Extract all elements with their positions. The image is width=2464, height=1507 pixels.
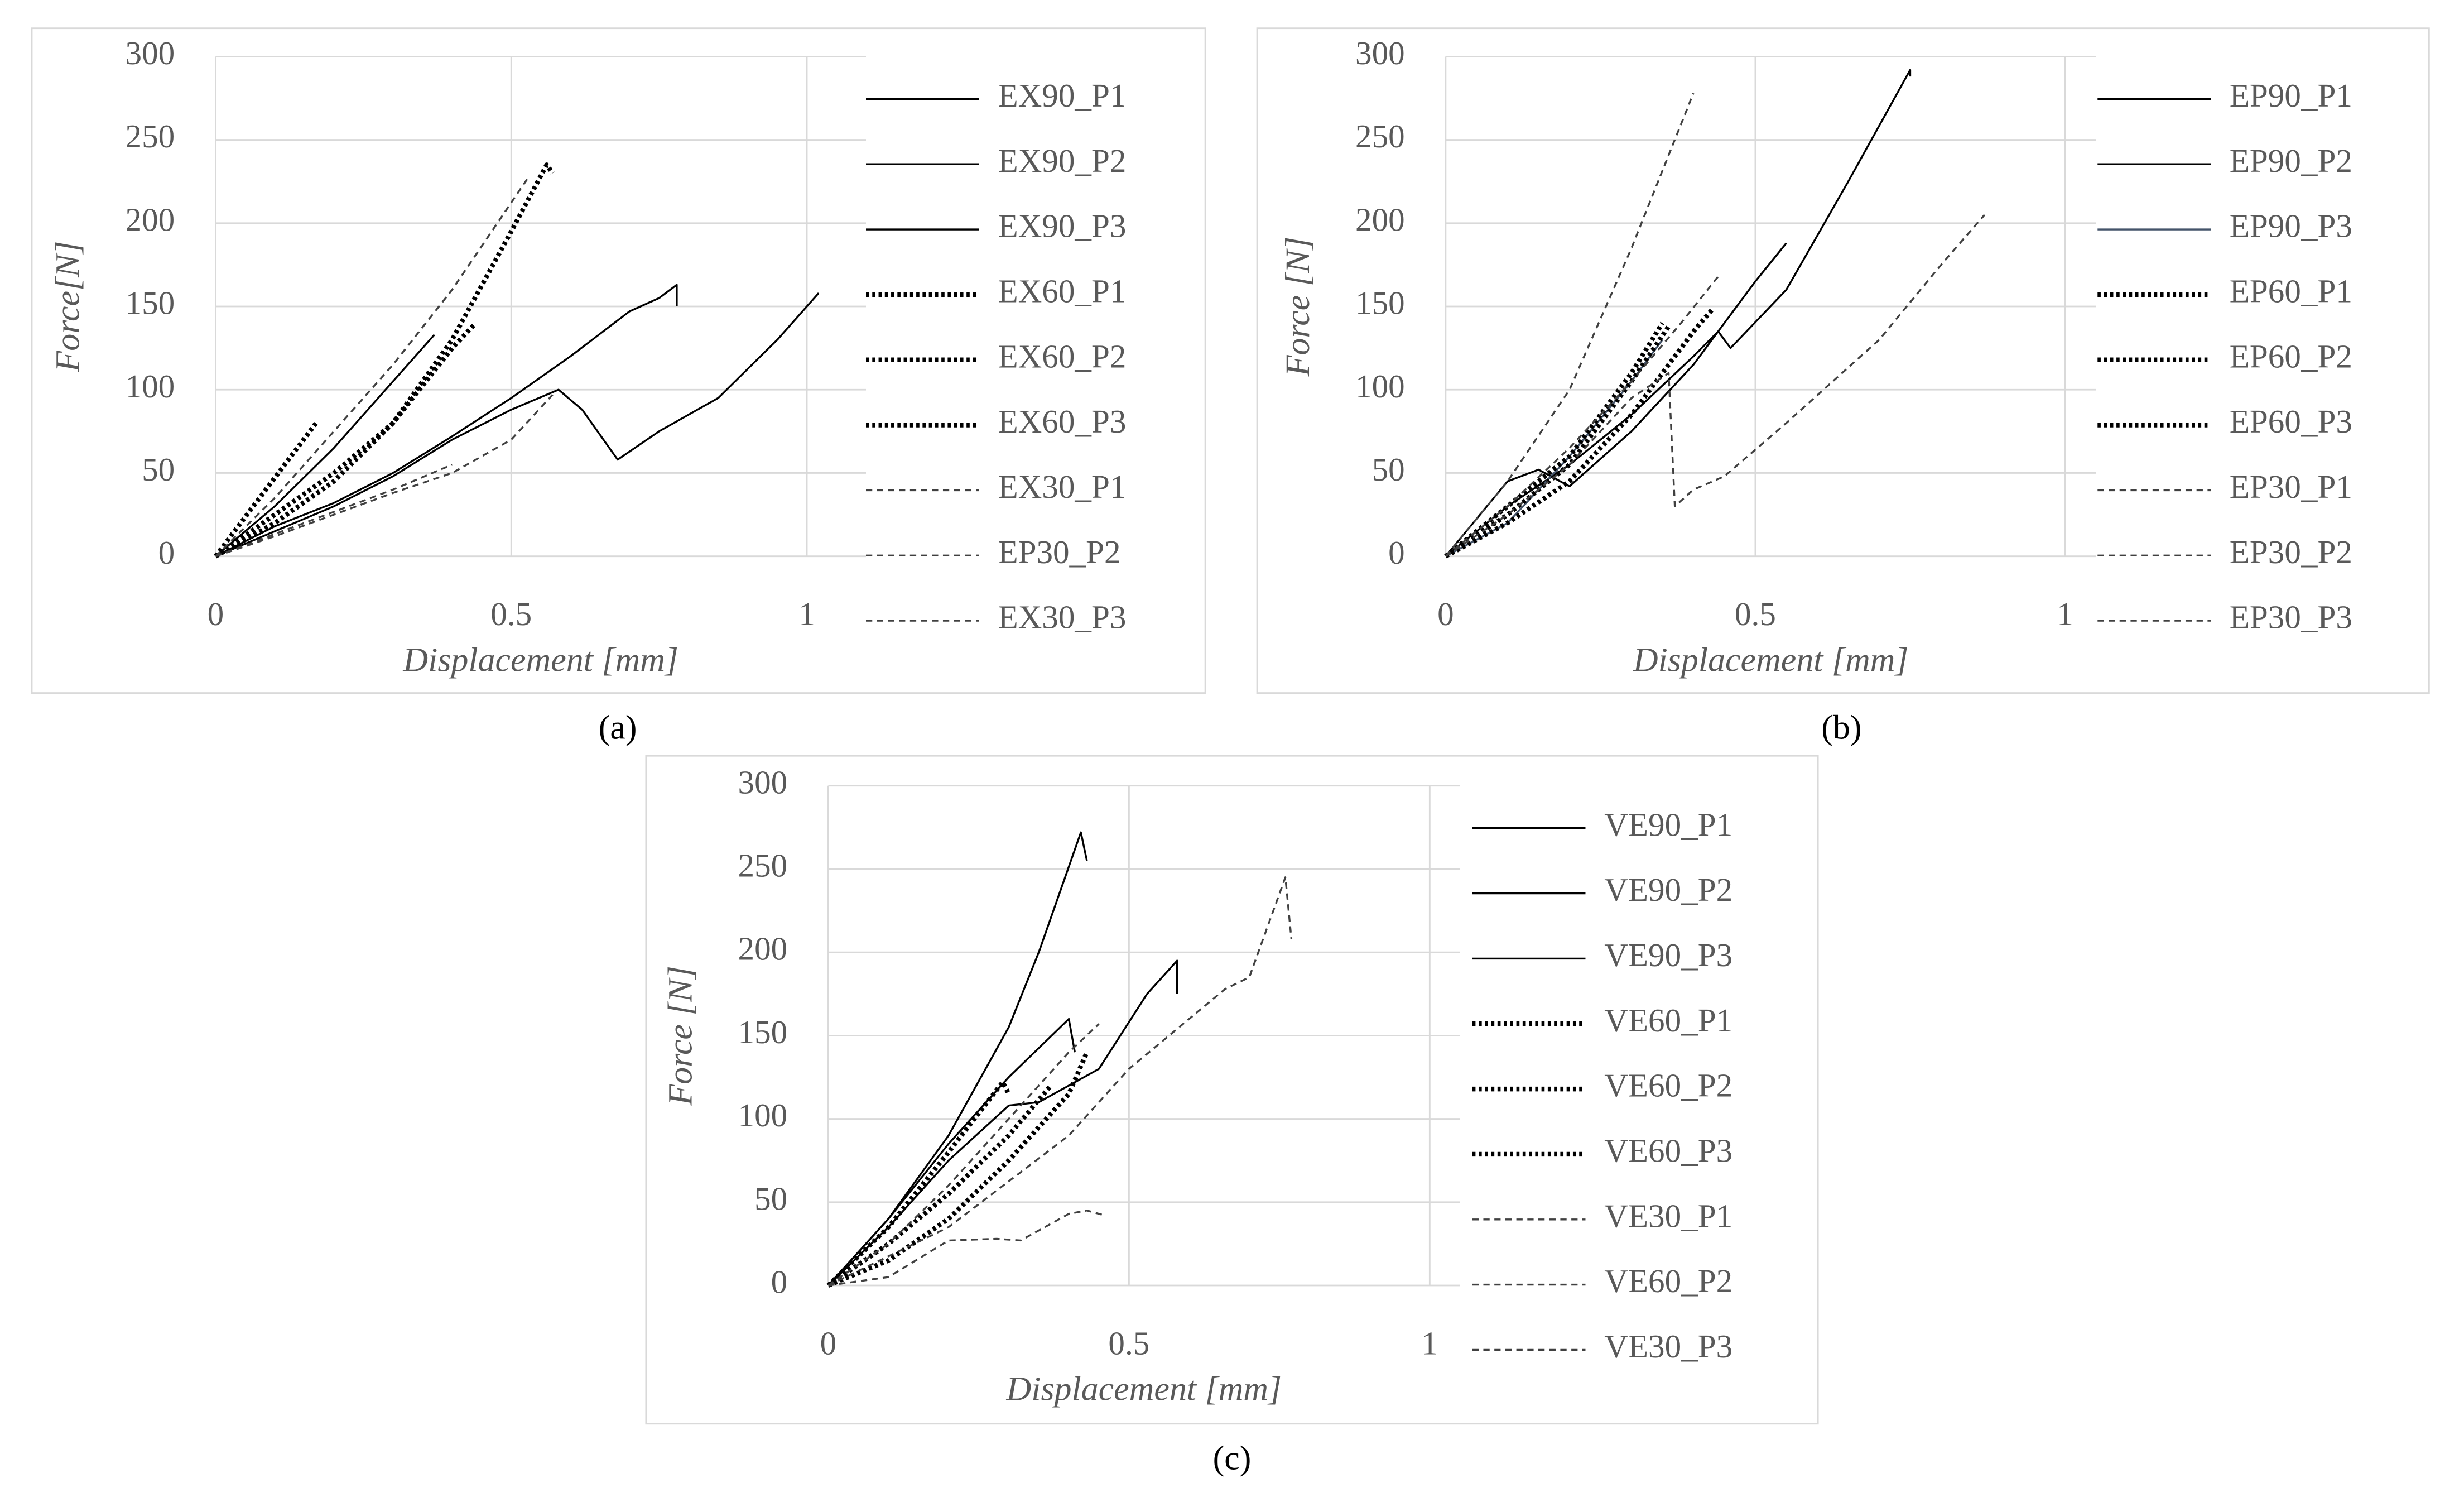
legend-label: VE90_P3 <box>1604 937 1732 973</box>
y-tick-label: 300 <box>126 35 175 71</box>
y-tick-label: 0 <box>1388 534 1405 571</box>
y-axis-label: Force [N] <box>662 966 700 1106</box>
series-line <box>827 1084 1053 1288</box>
y-tick-label: 250 <box>1355 118 1405 155</box>
y-axis-label: Force[N] <box>49 241 87 372</box>
legend-label: VE60_P2 <box>1604 1067 1732 1104</box>
y-tick-label: 150 <box>126 285 175 321</box>
y-tick-label: 300 <box>738 764 788 800</box>
legend-label: VE30_P3 <box>1604 1328 1732 1365</box>
series-line <box>1445 69 1912 557</box>
legend-label: VE60_P1 <box>1604 1002 1732 1039</box>
legend-label: EP60_P1 <box>2230 272 2352 309</box>
series-line <box>827 1023 1100 1287</box>
y-tick-label: 50 <box>142 451 175 488</box>
chart-frame <box>1256 27 2430 694</box>
y-tick-label: 50 <box>754 1180 787 1217</box>
legend-label: EP30_P2 <box>998 534 1121 570</box>
y-tick-label: 150 <box>738 1014 788 1050</box>
legend-label: EP30_P2 <box>2230 534 2352 570</box>
y-tick-label: 0 <box>771 1264 788 1300</box>
legend-label: EP90_P2 <box>2230 142 2352 179</box>
legend-label: EX60_P1 <box>998 272 1127 309</box>
series-line <box>214 321 478 559</box>
legend-label: EP90_P1 <box>2230 77 2352 114</box>
series-line <box>1444 325 1671 559</box>
x-tick-label: 0 <box>1437 596 1454 632</box>
x-tick-label: 0.5 <box>490 596 532 632</box>
legend-label: EP60_P2 <box>2230 338 2352 375</box>
legend-label: EX30_P1 <box>998 468 1127 505</box>
legend-label: EX60_P3 <box>998 403 1127 440</box>
legend-label: VE90_P1 <box>1604 806 1732 843</box>
series-line <box>1444 308 1714 559</box>
series-line <box>215 394 554 558</box>
legend-label: EP90_P3 <box>2230 208 2352 244</box>
y-tick-label: 100 <box>126 368 175 405</box>
x-tick-label: 0 <box>820 1324 837 1361</box>
series-line <box>1445 214 1985 558</box>
series-line <box>215 176 530 557</box>
y-tick-label: 250 <box>126 118 175 155</box>
series-line <box>215 334 435 557</box>
y-tick-label: 0 <box>158 534 175 571</box>
x-axis-label: Displacement [mm] <box>402 641 678 679</box>
chart-frame <box>31 27 1206 694</box>
legend-label: EX90_P3 <box>998 208 1127 244</box>
legend-label: EX90_P1 <box>998 77 1127 114</box>
caption: (c) <box>1213 1439 1252 1477</box>
chart-frame <box>645 755 1819 1425</box>
legend-label: EP30_P1 <box>2230 468 2352 505</box>
legend-label: EP60_P3 <box>2230 403 2352 440</box>
series-line <box>215 463 453 558</box>
series-line <box>827 831 1088 1287</box>
legend-label: VE60_P3 <box>1604 1132 1732 1169</box>
legend-label: EX90_P2 <box>998 142 1127 179</box>
legend-label: EX60_P2 <box>998 338 1127 375</box>
y-axis-label: Force [N] <box>1279 237 1317 377</box>
y-tick-label: 200 <box>126 201 175 238</box>
series-line <box>1445 339 1663 558</box>
x-tick-label: 1 <box>1422 1324 1438 1361</box>
x-tick-label: 0.5 <box>1735 596 1776 632</box>
series-line <box>828 1210 1105 1287</box>
x-tick-label: 0 <box>208 596 224 632</box>
series-line <box>826 1079 1011 1288</box>
y-tick-label: 200 <box>1355 201 1405 238</box>
x-tick-label: 1 <box>798 596 815 632</box>
series-line <box>1445 242 1787 557</box>
series-line <box>215 284 678 558</box>
y-tick-label: 150 <box>1355 285 1405 321</box>
y-tick-label: 300 <box>1355 35 1405 71</box>
y-tick-label: 250 <box>738 847 788 884</box>
series-line <box>214 421 318 558</box>
legend-label: VE30_P1 <box>1604 1197 1732 1234</box>
legend-label: EP30_P3 <box>2230 599 2352 636</box>
y-tick-label: 100 <box>1355 368 1405 405</box>
y-tick-label: 200 <box>738 930 788 967</box>
caption: (a) <box>599 708 637 746</box>
legend-label: VE90_P2 <box>1604 871 1732 908</box>
series-line <box>827 876 1293 1287</box>
legend-label: VE60_P2 <box>1604 1263 1732 1299</box>
series-line <box>215 292 820 558</box>
series-line <box>1444 321 1665 558</box>
x-tick-label: 1 <box>2057 596 2073 632</box>
x-axis-label: Displacement [mm] <box>1006 1370 1282 1408</box>
x-axis-label: Displacement [mm] <box>1633 641 1909 679</box>
caption: (b) <box>1821 708 1861 746</box>
series-line <box>1445 93 1695 557</box>
series-line <box>1445 276 1719 557</box>
x-tick-label: 0.5 <box>1108 1324 1149 1361</box>
series-line <box>827 1018 1076 1287</box>
y-tick-label: 50 <box>1372 451 1405 488</box>
legend-label: EX30_P3 <box>998 599 1127 636</box>
y-tick-label: 100 <box>738 1097 788 1134</box>
series-line <box>214 162 555 559</box>
